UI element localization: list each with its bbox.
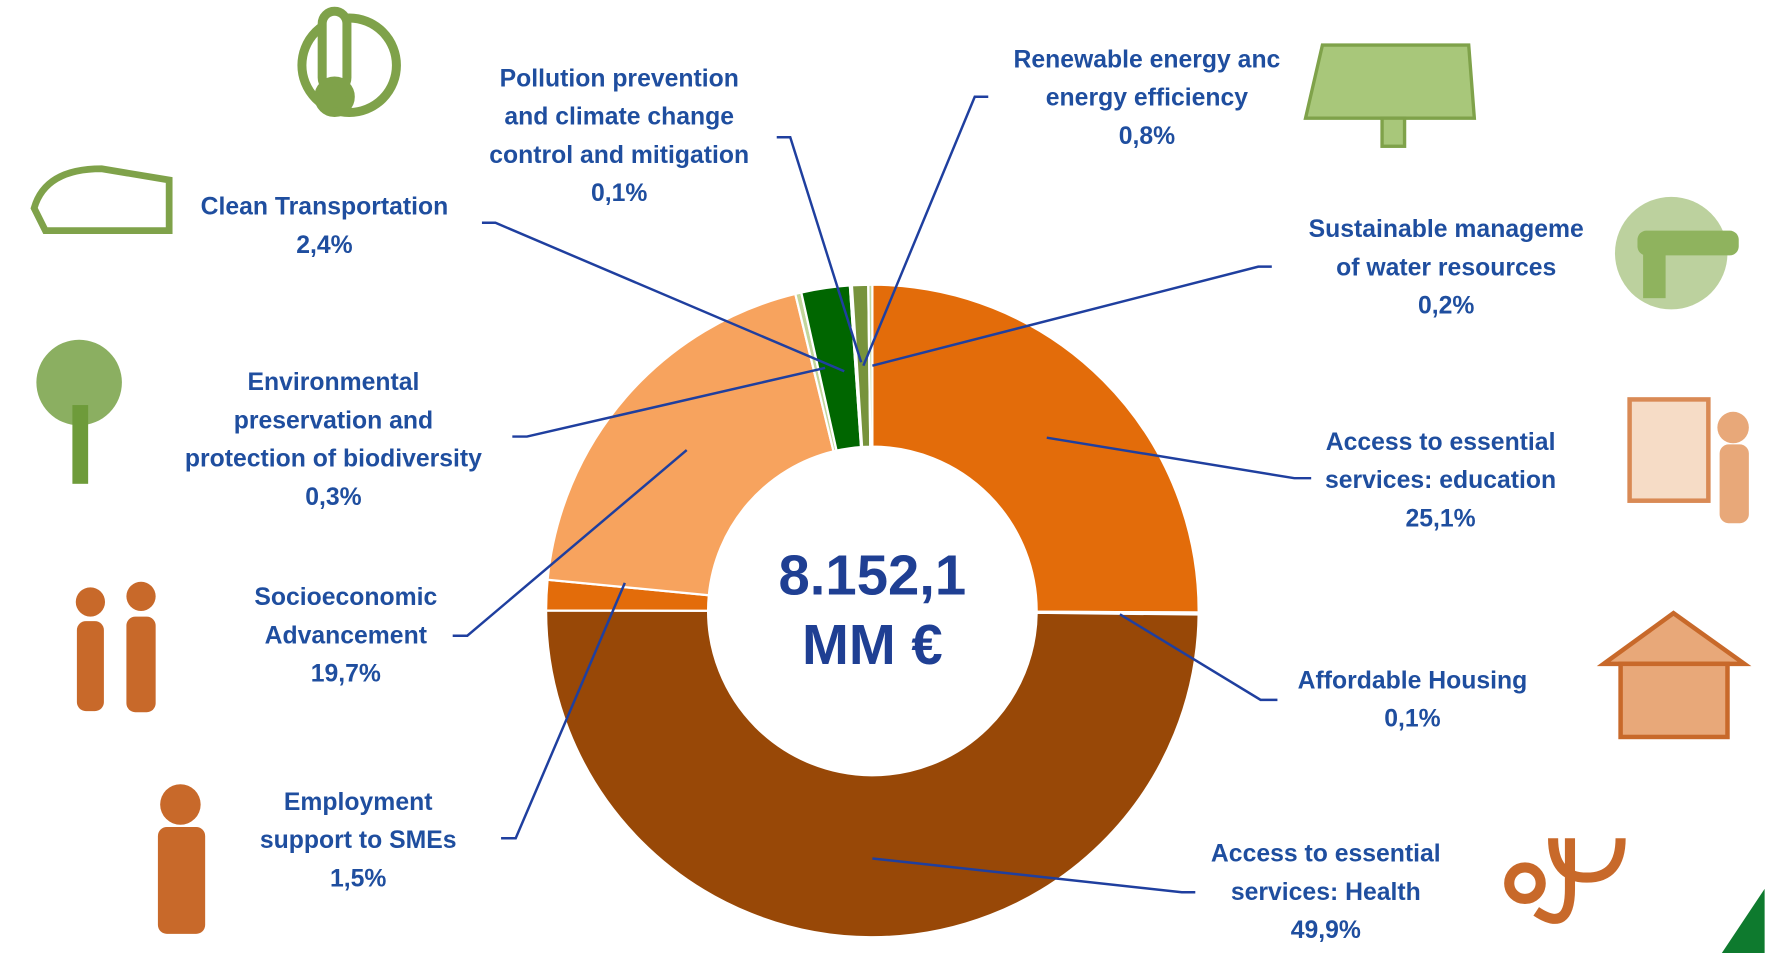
value-label: 25,1% [1405, 505, 1475, 532]
slice-label: Access to essential [1326, 429, 1556, 456]
value-label: 49,9% [1291, 917, 1361, 944]
leader-line [872, 265, 1272, 367]
slice-label: services: education [1325, 467, 1556, 494]
slice [871, 283, 1200, 614]
icon-thermometer-globe [297, 6, 401, 118]
value-label: 19,7% [311, 661, 381, 688]
icon-solar-panel [1303, 43, 1477, 148]
value-label: 2,4% [296, 232, 352, 259]
value-label: 1,5% [330, 865, 386, 892]
slice [546, 292, 835, 597]
center-value: 8.152,1 [779, 543, 967, 606]
slice-label: support to SMEs [260, 827, 457, 854]
icon-teacher [1627, 397, 1749, 524]
leader-line [501, 582, 626, 840]
leader-line [452, 449, 688, 637]
slice-label: control and mitigation [489, 142, 749, 169]
value-label: 0,8% [1119, 123, 1175, 150]
slice-label: Pollution prevention [500, 65, 739, 92]
icon-tree [36, 339, 122, 484]
icon-worker [157, 784, 206, 934]
slice-label: Employment [284, 789, 433, 816]
slice-label: preservation and [234, 407, 433, 434]
slice-label: services: Health [1231, 879, 1421, 906]
value-label: 0,3% [305, 484, 361, 511]
slice-label: Socioeconomic [254, 584, 437, 611]
center-unit: MM € [802, 613, 943, 676]
slice-label: protection of biodiversity [185, 446, 482, 473]
leader-line [1046, 436, 1312, 480]
leader-line [862, 95, 989, 367]
icon-stethoscope [1504, 838, 1626, 924]
corner-accent [1721, 888, 1765, 953]
leader-line [512, 366, 826, 438]
slice-label: Environmental [247, 369, 419, 396]
icon-house [1596, 610, 1752, 740]
slice-label: and climate change [504, 104, 734, 131]
icon-tap [1614, 196, 1739, 310]
value-label: 0,2% [1418, 293, 1474, 320]
slice-label: Advancement [265, 622, 427, 649]
slice-label: Access to essential [1211, 841, 1441, 868]
leader-line [1119, 613, 1278, 702]
value-label: 0,1% [1384, 706, 1440, 733]
slice-label: Sustainable manageme [1309, 216, 1584, 243]
slice-label: of water resources [1336, 254, 1556, 281]
value-label: 0,1% [591, 180, 647, 207]
slice-label: Renewable energy anc [1013, 46, 1280, 73]
slice-label: Clean Transportation [201, 194, 449, 221]
slice [867, 283, 874, 448]
slices [544, 283, 1200, 939]
leader-line [872, 857, 1196, 894]
leader-line [481, 221, 845, 373]
icon-train [30, 165, 173, 235]
slice-label: energy efficiency [1046, 85, 1248, 112]
icon-elderly [75, 581, 156, 713]
slice-label: Affordable Housing [1298, 667, 1528, 694]
leader-line [776, 136, 863, 363]
